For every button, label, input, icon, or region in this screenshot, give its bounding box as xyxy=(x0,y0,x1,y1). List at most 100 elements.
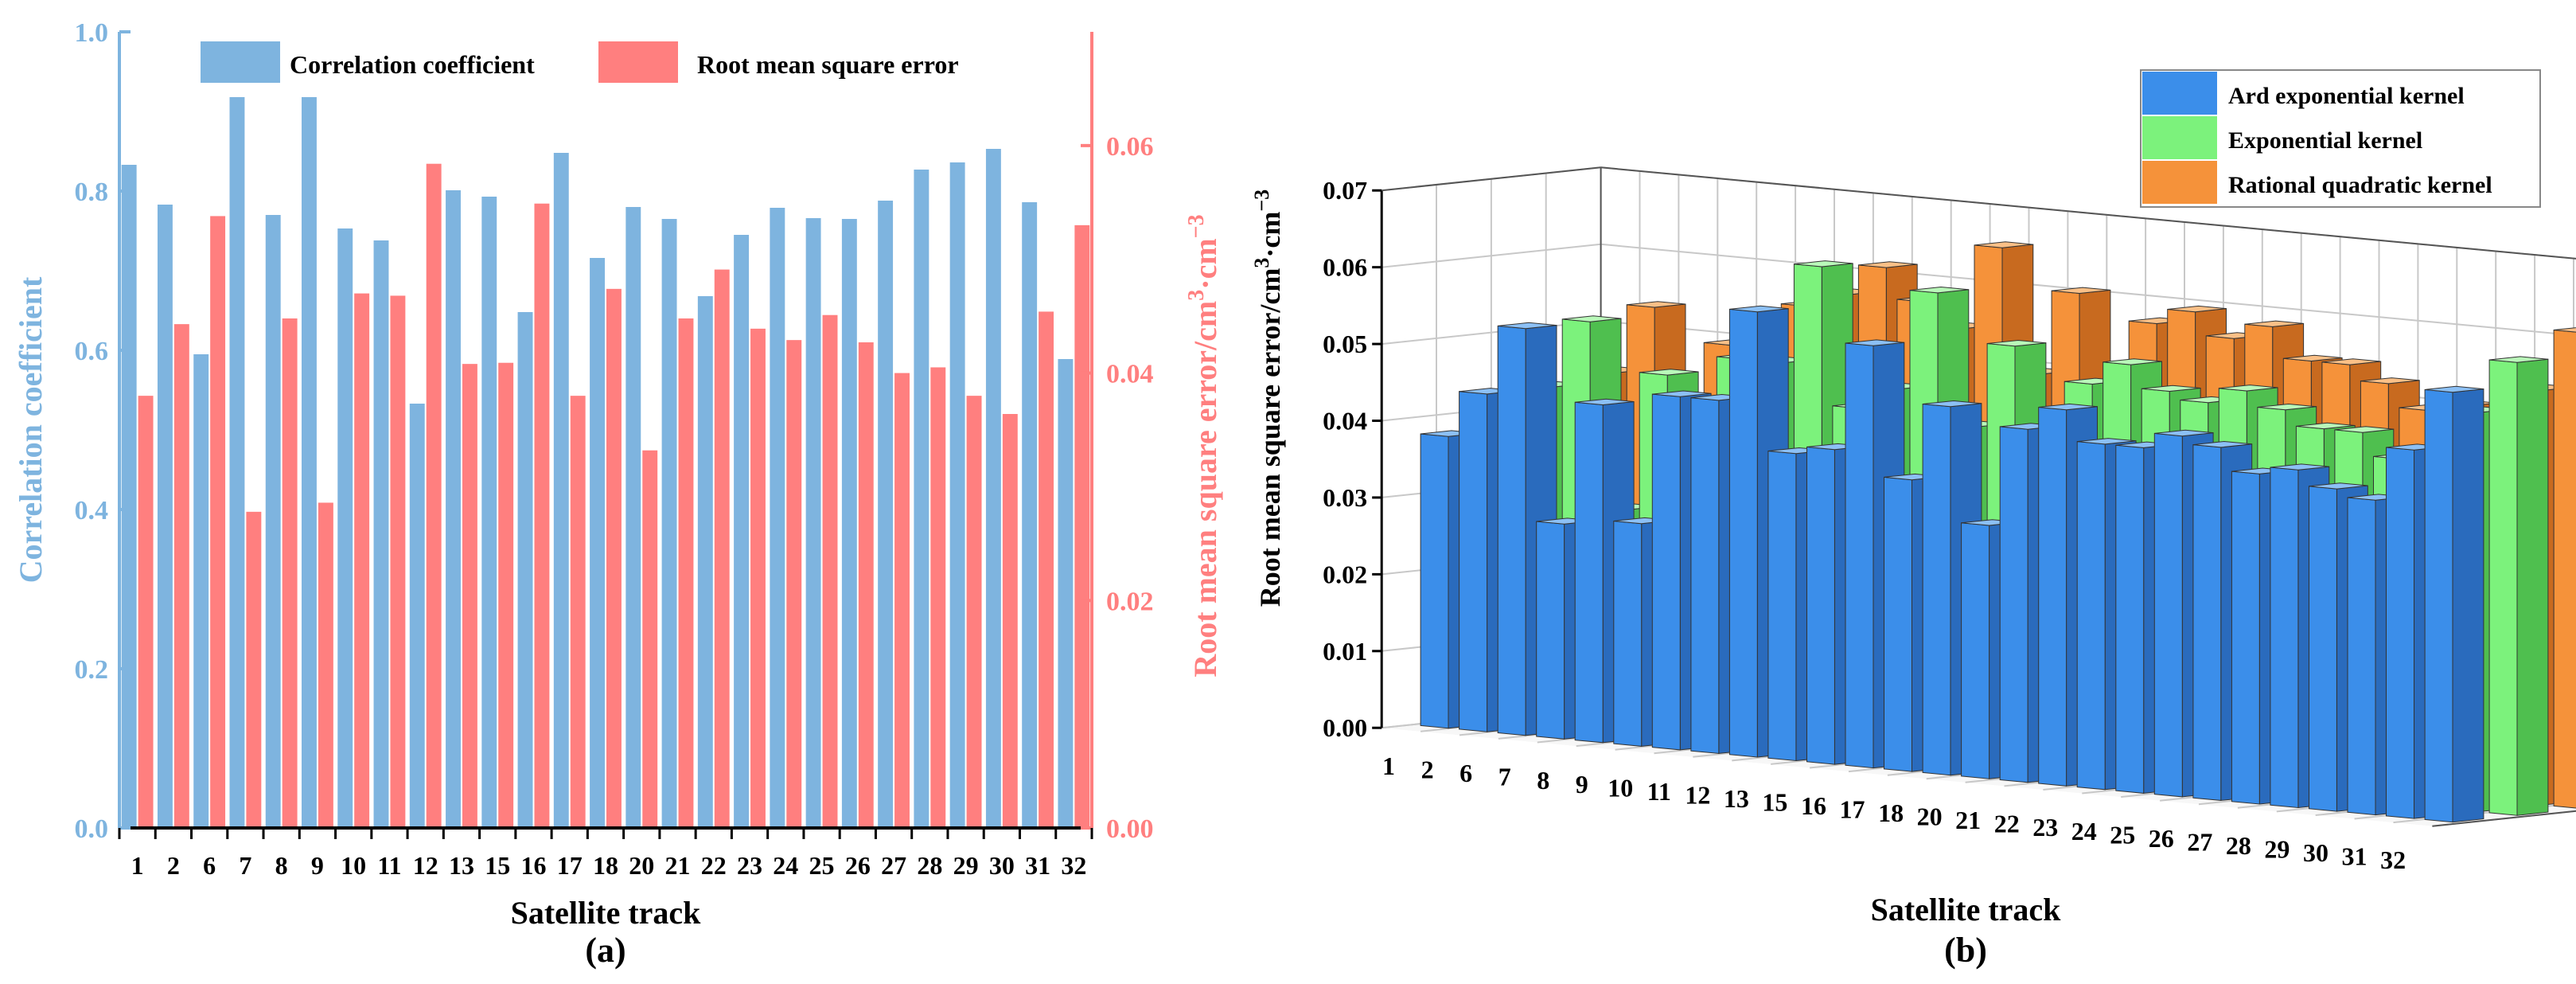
bar3d-rq-top-26 xyxy=(2321,358,2381,365)
bar3d-ard-27 xyxy=(2231,471,2260,805)
bar-rmse-30 xyxy=(1002,414,1018,828)
bar3d-exp-top-12 xyxy=(1794,260,1853,267)
panel-b-y-label-sup1: 3 xyxy=(1250,258,1273,268)
bar-corr-31 xyxy=(1022,202,1038,828)
bar3d-ard-15 xyxy=(1806,446,1835,765)
tick-label-x-a-15: 15 xyxy=(485,851,510,880)
tick-label-x-a-9: 9 xyxy=(311,851,324,880)
panel-a-label: (a) xyxy=(585,931,625,970)
tick-label-x-b-29: 29 xyxy=(2264,835,2290,864)
panel-a-y-right-label: Root mean square error/cm3·cm−3 xyxy=(1184,214,1223,677)
tick-label-right-0.04: 0.04 xyxy=(1106,360,1154,389)
tick-label-x-b-28: 28 xyxy=(2226,831,2251,860)
tick-label-x-b-21: 21 xyxy=(1955,806,1981,834)
bar-rmse-21 xyxy=(678,318,694,828)
tick-label-x-b-23: 23 xyxy=(2032,813,2058,841)
bar3d-ard-30 xyxy=(2347,497,2376,816)
panel-a-right-ticks: 0.00 0.02 0.04 0.06 xyxy=(1081,132,1154,844)
bar3d-rq-top-6 xyxy=(1627,301,1686,308)
panel-a-x-label: Satellite track xyxy=(511,895,702,931)
bar3d-ard-top-10 xyxy=(1652,390,1712,397)
bar3d-ard-top-25 xyxy=(2154,429,2214,437)
bar-rmse-26 xyxy=(858,342,874,828)
bar-corr-22 xyxy=(697,296,713,828)
tick-label-x-b-1: 1 xyxy=(1382,752,1395,780)
bar-corr-28 xyxy=(914,170,929,828)
tick-label-x-a-30: 30 xyxy=(989,851,1015,880)
panel-b-y-label-main: Root mean square error/cm xyxy=(1254,268,1286,607)
bar-corr-11 xyxy=(373,240,389,828)
legend-exp-label: Exponential kernel xyxy=(2228,127,2422,154)
bar3d-ard-22 xyxy=(2038,406,2067,787)
bar3d-ard-top-29 xyxy=(2309,482,2368,490)
tick-label-x-a-6: 6 xyxy=(203,851,216,880)
tick-label-x-b-15: 15 xyxy=(1762,788,1787,817)
bar3d-ard-11 xyxy=(1690,397,1720,754)
bar3d-exp-top-22 xyxy=(2102,358,2162,365)
bar-corr-15 xyxy=(481,197,497,828)
bar3d-ard-18 xyxy=(1922,403,1951,776)
legend-corr-swatch xyxy=(201,41,280,83)
bar3d-ard-1 xyxy=(1420,433,1449,729)
bar3d-ard-20 xyxy=(1961,522,1990,779)
bar3d-exp-top-18 xyxy=(1987,339,2046,347)
tick-label-x-a-12: 12 xyxy=(413,851,438,880)
bar3d-ard-top-26 xyxy=(2192,440,2252,448)
bar-corr-7 xyxy=(229,97,245,828)
bar3d-ard-8 xyxy=(1574,401,1604,744)
bar-corr-32 xyxy=(1058,359,1074,828)
bar3d-ard-top-22 xyxy=(2038,403,2098,411)
tick-label-x-b-32: 32 xyxy=(2380,845,2406,874)
bar3d-ard-28 xyxy=(2270,467,2299,809)
bar-rmse-15 xyxy=(498,362,514,828)
tick-label-x-a-16: 16 xyxy=(520,851,546,880)
tick-label-b-0.01: 0.01 xyxy=(1323,637,1367,666)
tick-label-x-a-21: 21 xyxy=(665,851,691,880)
bar-rmse-10 xyxy=(354,293,370,829)
bar-rmse-24 xyxy=(786,340,802,829)
bar3d-exp-top-23 xyxy=(2141,385,2201,392)
axis-b-top-left xyxy=(1382,166,1601,192)
bar-rmse-18 xyxy=(606,288,622,828)
bar3d-exp-top-28 xyxy=(2334,426,2394,433)
bar3d-ard-9 xyxy=(1613,520,1643,747)
tick-label-b-0.05: 0.05 xyxy=(1323,330,1367,358)
panel-b-bars xyxy=(1420,241,2576,823)
bar3d-ard-23 xyxy=(2076,441,2106,791)
tick-label-x-b-25: 25 xyxy=(2110,820,2135,849)
legend-corr-label: Correlation coefficient xyxy=(290,50,535,79)
panel-a-legend: Correlation coefficient Root mean square… xyxy=(201,41,959,83)
tick-label-left-0.0: 0.0 xyxy=(75,814,109,844)
bar3d-ard-10 xyxy=(1651,393,1681,751)
bar-rmse-9 xyxy=(318,502,333,828)
bar3d-rq-top-22 xyxy=(2167,305,2227,313)
bar-corr-13 xyxy=(446,190,461,828)
bar-corr-30 xyxy=(985,149,1001,828)
bar3d-ard-26 xyxy=(2192,444,2222,801)
bar-corr-9 xyxy=(302,97,317,828)
bar3d-ard-21 xyxy=(1999,426,2028,783)
tick-label-x-b-26: 26 xyxy=(2149,824,2174,853)
tick-label-x-b-9: 9 xyxy=(1576,770,1588,799)
bar-rmse-8 xyxy=(282,318,298,828)
bar3d-exp-top-27 xyxy=(2296,422,2356,430)
bar3d-ard-24 xyxy=(2115,444,2145,794)
panel-b-x-label: Satellite track xyxy=(1871,892,2062,927)
panel-b-y-label-mid: ·cm xyxy=(1254,212,1286,258)
bar3d-exp-top-16 xyxy=(1909,286,1969,294)
bar3d-rq-top-12 xyxy=(1858,261,1918,268)
bar3d-exp-top-32 xyxy=(2489,356,2548,363)
bar3d-exp-top-25 xyxy=(2219,385,2278,392)
tick-label-right-0.06: 0.06 xyxy=(1106,132,1154,162)
bar3d-ard-6 xyxy=(1497,325,1526,736)
bar-rmse-1 xyxy=(138,396,154,829)
tick-label-right-0.02: 0.02 xyxy=(1106,587,1154,616)
panel-a-y-right-label-sup1: 3 xyxy=(1184,290,1209,301)
tick-label-x-b-16: 16 xyxy=(1801,791,1826,820)
bar3d-ard-top-18 xyxy=(1923,400,1982,408)
bar3d-ard-top-12 xyxy=(1729,305,1789,313)
tick-label-x-b-20: 20 xyxy=(1917,802,1943,831)
tick-label-x-b-18: 18 xyxy=(1878,799,1904,827)
bar3d-ard-top-16 xyxy=(1845,339,1904,346)
